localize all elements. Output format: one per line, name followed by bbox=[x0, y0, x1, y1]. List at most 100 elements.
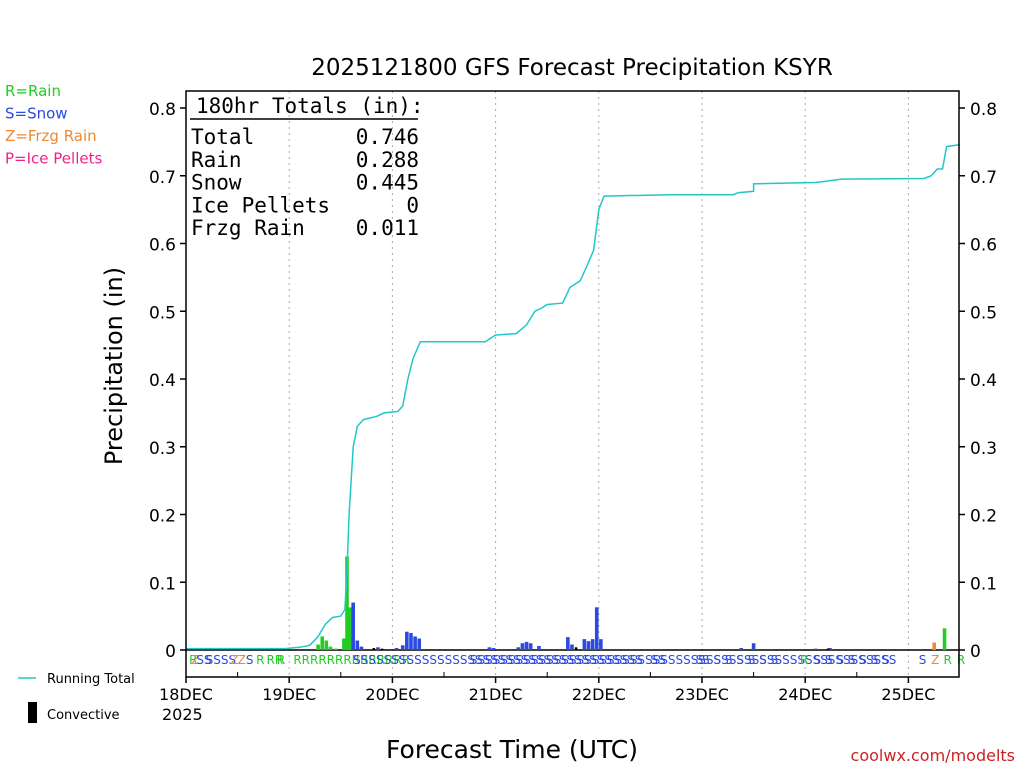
y-axis-label: Precipitation (in) bbox=[100, 267, 128, 465]
rain-bar bbox=[328, 646, 333, 650]
ptype-letters: S bbox=[919, 653, 927, 667]
chart-bars bbox=[316, 556, 947, 650]
snow-bar bbox=[355, 640, 360, 650]
snow-bar bbox=[594, 607, 599, 650]
x-tick-label: 18DEC bbox=[159, 685, 213, 704]
rain-bar bbox=[324, 640, 329, 650]
convective-bar bbox=[574, 647, 578, 650]
ptype-letters: Z bbox=[238, 653, 246, 667]
x-axis-year: 2025 bbox=[162, 705, 203, 724]
snow-bar bbox=[590, 639, 595, 650]
snow-bar bbox=[570, 644, 574, 650]
snow-bar bbox=[405, 631, 409, 650]
ptype-letters: SSSSSSSSSSSSSSSSSSSSSSSSSSSSSSSSSSSSSS bbox=[353, 653, 642, 667]
ptype-letters: S S S S S S S bbox=[813, 653, 889, 667]
totals-row-value: 0.011 bbox=[356, 216, 419, 240]
totals-row-label: Frzg Rain bbox=[191, 216, 305, 240]
snow-bar bbox=[586, 641, 591, 650]
precip-type-legend: R=Rain S=Snow Z=Frzg Rain P=Ice Pellets bbox=[5, 82, 102, 168]
ptype-letters: RRRRRRRRRRRRRR bbox=[293, 653, 410, 667]
y-tick-label-left: 0.5 bbox=[149, 303, 176, 323]
rain-bar bbox=[320, 636, 325, 650]
snow-bar bbox=[528, 643, 533, 650]
x-tick-label: 24DEC bbox=[778, 685, 832, 704]
ptype-letters: SS bbox=[650, 653, 665, 667]
y-tick-label-left: 0 bbox=[165, 642, 176, 662]
totals-box: 180hr Totals (in): Total 0.746 Rain 0.288 Sn… bbox=[190, 94, 424, 240]
snow-bar bbox=[582, 639, 587, 650]
rain-bar bbox=[348, 607, 352, 650]
y-tick-label-right: 0.1 bbox=[970, 574, 997, 594]
precip-type-legend-item: Z=Frzg Rain bbox=[5, 127, 97, 145]
snow-bar bbox=[359, 646, 364, 650]
y-axis-ticks: 0 0 0.1 0.1 0.2 0.2 0.3 0.3 0.4 0.4 0.5 0.5 0.6 0.6 0.… bbox=[149, 100, 997, 662]
snow-bar bbox=[394, 647, 399, 650]
y-tick-label-left: 0.3 bbox=[149, 439, 176, 459]
totals-row-label: Rain bbox=[191, 148, 242, 172]
x-tick-label: 21DEC bbox=[469, 685, 523, 704]
snow-bar bbox=[516, 647, 521, 650]
y-tick-label-right: 0 bbox=[970, 642, 981, 662]
y-tick-label-left: 0.7 bbox=[149, 168, 176, 188]
rain-bar bbox=[345, 556, 349, 650]
x-tick-label: 20DEC bbox=[365, 685, 419, 704]
ptype-letters: S S S S S S S bbox=[702, 653, 778, 667]
ptype-letters: Z bbox=[931, 653, 939, 667]
convective-bar bbox=[826, 648, 830, 650]
y-tick-label-right: 0.3 bbox=[970, 439, 997, 459]
watermark: coolwx.com/modelts bbox=[851, 746, 1015, 765]
snow-bar bbox=[487, 647, 492, 650]
snow-bar bbox=[524, 641, 529, 650]
ptype-letters: R bbox=[943, 653, 951, 667]
chart-title: 2025121800 GFS Forecast Precipitation KS… bbox=[311, 55, 833, 81]
y-tick-label-right: 0.7 bbox=[970, 168, 997, 188]
y-tick-label-left: 0.4 bbox=[149, 371, 176, 391]
totals-row-value: 0.746 bbox=[356, 125, 419, 149]
ptype-letters: R bbox=[957, 653, 965, 667]
snow-bar bbox=[537, 645, 541, 650]
totals-row-value: 0.288 bbox=[356, 148, 419, 172]
snow-bar bbox=[351, 602, 355, 650]
ptype-letters: RR bbox=[266, 653, 283, 667]
totals-row-label: Total bbox=[191, 125, 254, 149]
precip-type-legend-item: S=Snow bbox=[5, 105, 68, 123]
x-tick-label: 23DEC bbox=[675, 685, 729, 704]
y-tick-label-left: 0.1 bbox=[149, 574, 176, 594]
y-tick-label-right: 0.5 bbox=[970, 303, 997, 323]
ptype-letters: R bbox=[256, 653, 264, 667]
x-axis-label: Forecast Time (UTC) bbox=[386, 735, 638, 764]
convective-bar bbox=[380, 648, 384, 650]
ptype-letters: R bbox=[800, 653, 808, 667]
ptype-letters: R bbox=[189, 653, 197, 667]
y-tick-label-right: 0.6 bbox=[970, 236, 997, 256]
y-tick-label-right: 0.8 bbox=[970, 100, 997, 120]
precip-type-legend-item: P=Ice Pellets bbox=[5, 150, 102, 168]
ptype-letters: Z bbox=[191, 653, 199, 667]
snow-bar bbox=[520, 643, 525, 650]
snow-bar bbox=[491, 647, 496, 650]
series-legend: Running Total Convective bbox=[18, 672, 135, 723]
convective-bar bbox=[372, 647, 376, 650]
x-tick-label: 25DEC bbox=[881, 685, 935, 704]
running-total-line bbox=[186, 143, 961, 650]
snow-bar bbox=[828, 647, 832, 650]
snow-bar bbox=[417, 638, 422, 650]
rain-bar bbox=[333, 648, 338, 650]
snow-bar bbox=[599, 639, 603, 650]
precip-type-legend-item: R=Rain bbox=[5, 82, 61, 100]
totals-header: 180hr Totals (in): bbox=[196, 94, 424, 118]
snow-bar bbox=[409, 633, 413, 650]
x-tick-label: 19DEC bbox=[262, 685, 316, 704]
snow-bar bbox=[376, 647, 380, 650]
rain-bar bbox=[316, 644, 320, 650]
y-tick-label-left: 0.2 bbox=[149, 507, 176, 527]
ptype-letters: Z bbox=[230, 653, 238, 667]
ptype-letters: SSSS bbox=[206, 653, 236, 667]
ptype-letters: SSSSSSSSSSSSSSSSSSSSSSSSSSSSSSSSSSSSSSSS… bbox=[470, 653, 897, 667]
snow-bar bbox=[413, 636, 417, 650]
convective-legend-swatch bbox=[28, 702, 37, 723]
x-axis-ticks: 18DEC 19DEC 20DEC 21DEC 22DEC 23DEC 24DEC 25DEC bbox=[159, 672, 935, 704]
snow-bar bbox=[739, 647, 744, 650]
